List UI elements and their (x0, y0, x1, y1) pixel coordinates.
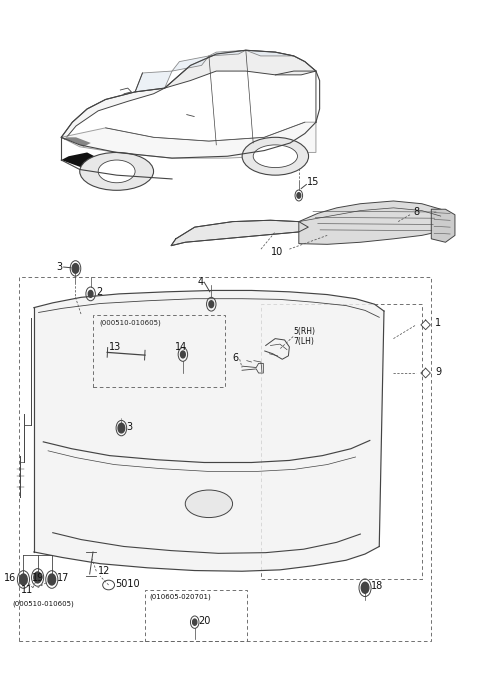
Circle shape (34, 572, 41, 583)
Circle shape (20, 574, 27, 585)
Bar (93, 314, 226, 387)
Text: 2: 2 (96, 287, 103, 297)
Polygon shape (61, 138, 91, 146)
Text: 7(LH): 7(LH) (293, 337, 314, 346)
Circle shape (118, 424, 125, 433)
Text: 19: 19 (32, 573, 44, 583)
Polygon shape (61, 153, 106, 169)
Text: (000510-010605): (000510-010605) (99, 319, 161, 326)
Polygon shape (34, 290, 384, 571)
Text: 3: 3 (56, 262, 62, 272)
Circle shape (209, 301, 214, 307)
Text: 15: 15 (307, 177, 320, 187)
Polygon shape (165, 50, 316, 88)
Text: (000510-010605): (000510-010605) (12, 600, 74, 607)
Text: (010605-020701): (010605-020701) (150, 594, 212, 600)
Text: 6: 6 (232, 353, 238, 363)
Text: 9: 9 (435, 368, 441, 377)
Bar (19, 276, 432, 641)
Circle shape (361, 583, 369, 594)
Bar (261, 304, 422, 580)
Circle shape (297, 193, 300, 198)
Text: 8: 8 (413, 207, 420, 217)
Ellipse shape (242, 138, 309, 175)
Text: 1: 1 (435, 318, 441, 328)
Text: 14: 14 (175, 342, 187, 352)
Text: 17: 17 (57, 573, 69, 583)
Text: 3: 3 (126, 422, 132, 432)
Text: 5010: 5010 (115, 579, 140, 589)
Ellipse shape (98, 160, 135, 182)
Text: 18: 18 (371, 581, 383, 591)
Bar (145, 590, 247, 641)
Circle shape (192, 619, 197, 625)
Polygon shape (299, 201, 445, 245)
Circle shape (88, 290, 93, 297)
Text: 12: 12 (98, 566, 110, 576)
Ellipse shape (80, 153, 154, 190)
Text: 4: 4 (197, 277, 203, 287)
Polygon shape (432, 209, 455, 243)
Text: 5(RH): 5(RH) (293, 328, 315, 337)
Polygon shape (172, 56, 209, 71)
Circle shape (48, 574, 56, 585)
Text: 10: 10 (271, 247, 284, 257)
Ellipse shape (185, 490, 233, 518)
Polygon shape (61, 122, 316, 158)
Text: 16: 16 (4, 573, 16, 583)
Circle shape (180, 351, 185, 358)
Text: 11: 11 (21, 585, 33, 595)
Polygon shape (246, 50, 294, 56)
Ellipse shape (253, 145, 298, 168)
Circle shape (72, 263, 79, 273)
Polygon shape (209, 50, 246, 56)
Polygon shape (135, 71, 172, 92)
Polygon shape (171, 220, 308, 246)
Text: 20: 20 (199, 616, 211, 626)
Polygon shape (61, 88, 165, 139)
Text: 13: 13 (108, 342, 121, 352)
